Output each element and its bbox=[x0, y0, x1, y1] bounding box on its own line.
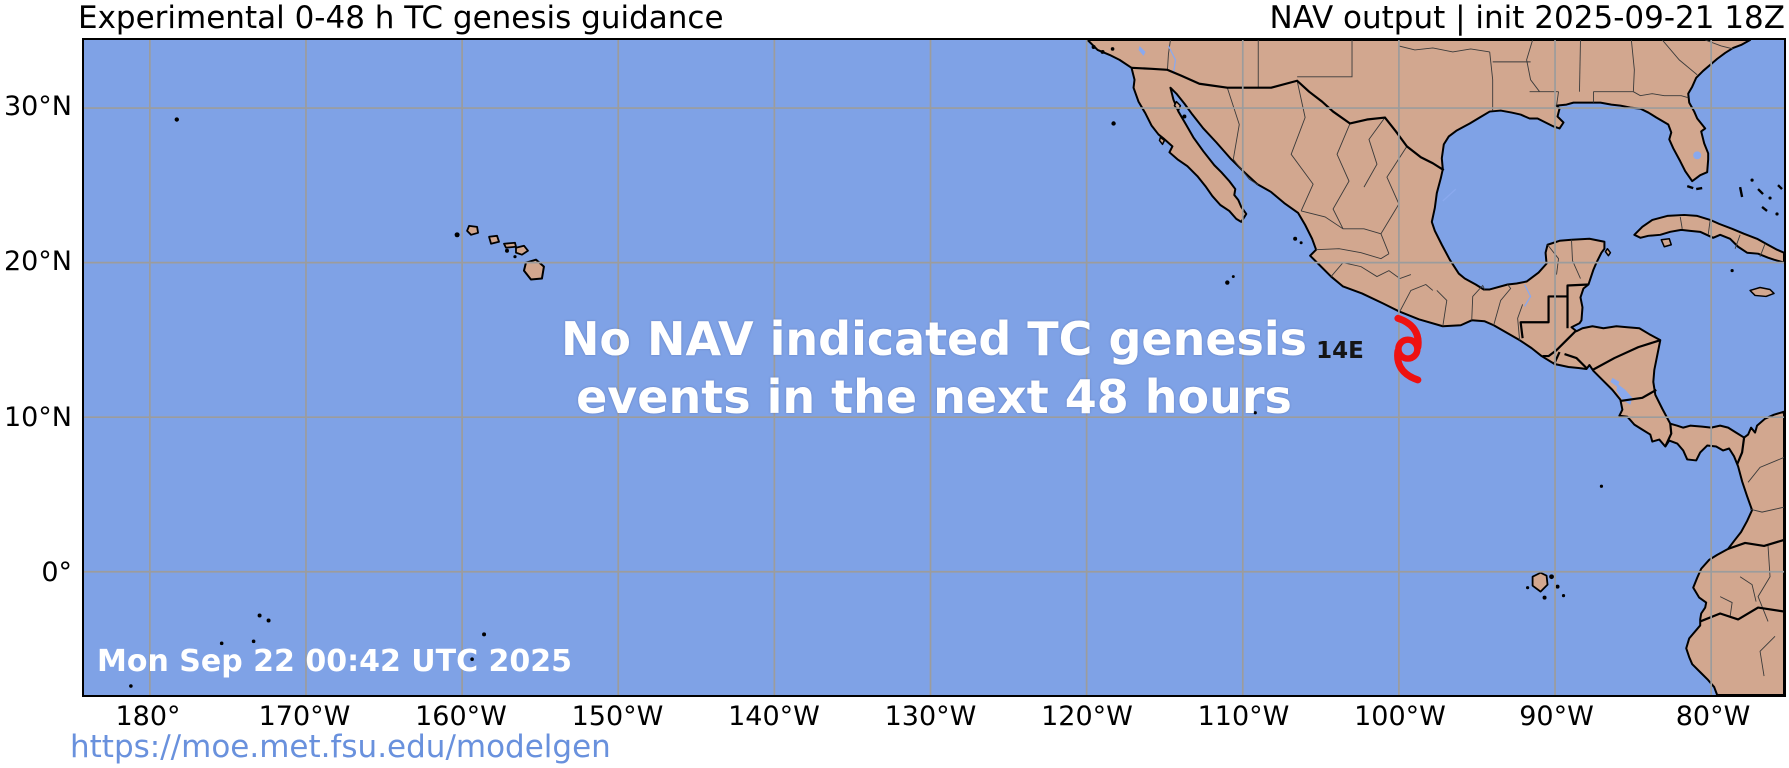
x-tick-label: 180° bbox=[115, 701, 181, 732]
admin-boundaries-group bbox=[1167, 40, 1784, 677]
cozumel bbox=[1604, 247, 1612, 257]
landmass-group bbox=[466, 40, 1784, 695]
tropical-cyclone-icon bbox=[1394, 314, 1422, 384]
hawaii-maui bbox=[515, 244, 529, 256]
rivers-group bbox=[1167, 45, 1532, 307]
x-tick-label: 150°W bbox=[571, 701, 664, 732]
x-tick-label: 90°W bbox=[1519, 701, 1594, 732]
x-tick-label: 80°W bbox=[1675, 701, 1751, 732]
ocean-fill bbox=[84, 40, 1784, 695]
galapagos-isabela bbox=[1531, 571, 1549, 593]
small-islands-group bbox=[129, 44, 1779, 688]
x-tick-label: 130°W bbox=[884, 701, 977, 732]
x-tick-label: 140°W bbox=[728, 701, 820, 732]
x-tick-label: 100°W bbox=[1354, 701, 1446, 732]
pacific-basin-map: No NAV indicated TC genesis events in th… bbox=[82, 38, 1786, 697]
model-init-info: NAV output | init 2025-09-21 18Z bbox=[1269, 0, 1785, 36]
island-chains-group bbox=[1686, 184, 1783, 212]
hawaii-molokai bbox=[503, 241, 517, 249]
cuba bbox=[1633, 213, 1784, 264]
map-image bbox=[84, 40, 1784, 695]
country-borders-group bbox=[1131, 66, 1784, 623]
creation-timestamp: Mon Sep 22 00:42 UTC 2025 bbox=[97, 644, 573, 679]
x-tick-label: 120°W bbox=[1041, 701, 1133, 732]
y-tick-label: 20°N bbox=[3, 246, 72, 277]
cedros-island bbox=[1158, 136, 1166, 146]
figure-title: Experimental 0-48 h TC genesis guidance bbox=[78, 0, 724, 36]
y-tick-label: 0° bbox=[41, 557, 72, 588]
hawaii-big-island bbox=[522, 258, 545, 281]
y-tick-label: 10°N bbox=[3, 401, 72, 433]
isla-juventud bbox=[1660, 238, 1673, 248]
x-tick-label: 110°W bbox=[1197, 701, 1290, 732]
x-tick-label: 160°W bbox=[415, 701, 507, 732]
hawaii-oahu bbox=[488, 234, 500, 245]
modelgen-url-link[interactable]: https://moe.met.fsu.edu/modelgen bbox=[70, 729, 611, 765]
x-tick-label: 170°W bbox=[258, 701, 351, 732]
jamaica bbox=[1749, 286, 1775, 298]
hawaii-kauai bbox=[466, 224, 479, 236]
y-tick-label: 30°N bbox=[3, 90, 72, 122]
americas-landmass bbox=[1086, 40, 1784, 695]
storm-id-label: 14E bbox=[1316, 338, 1364, 364]
